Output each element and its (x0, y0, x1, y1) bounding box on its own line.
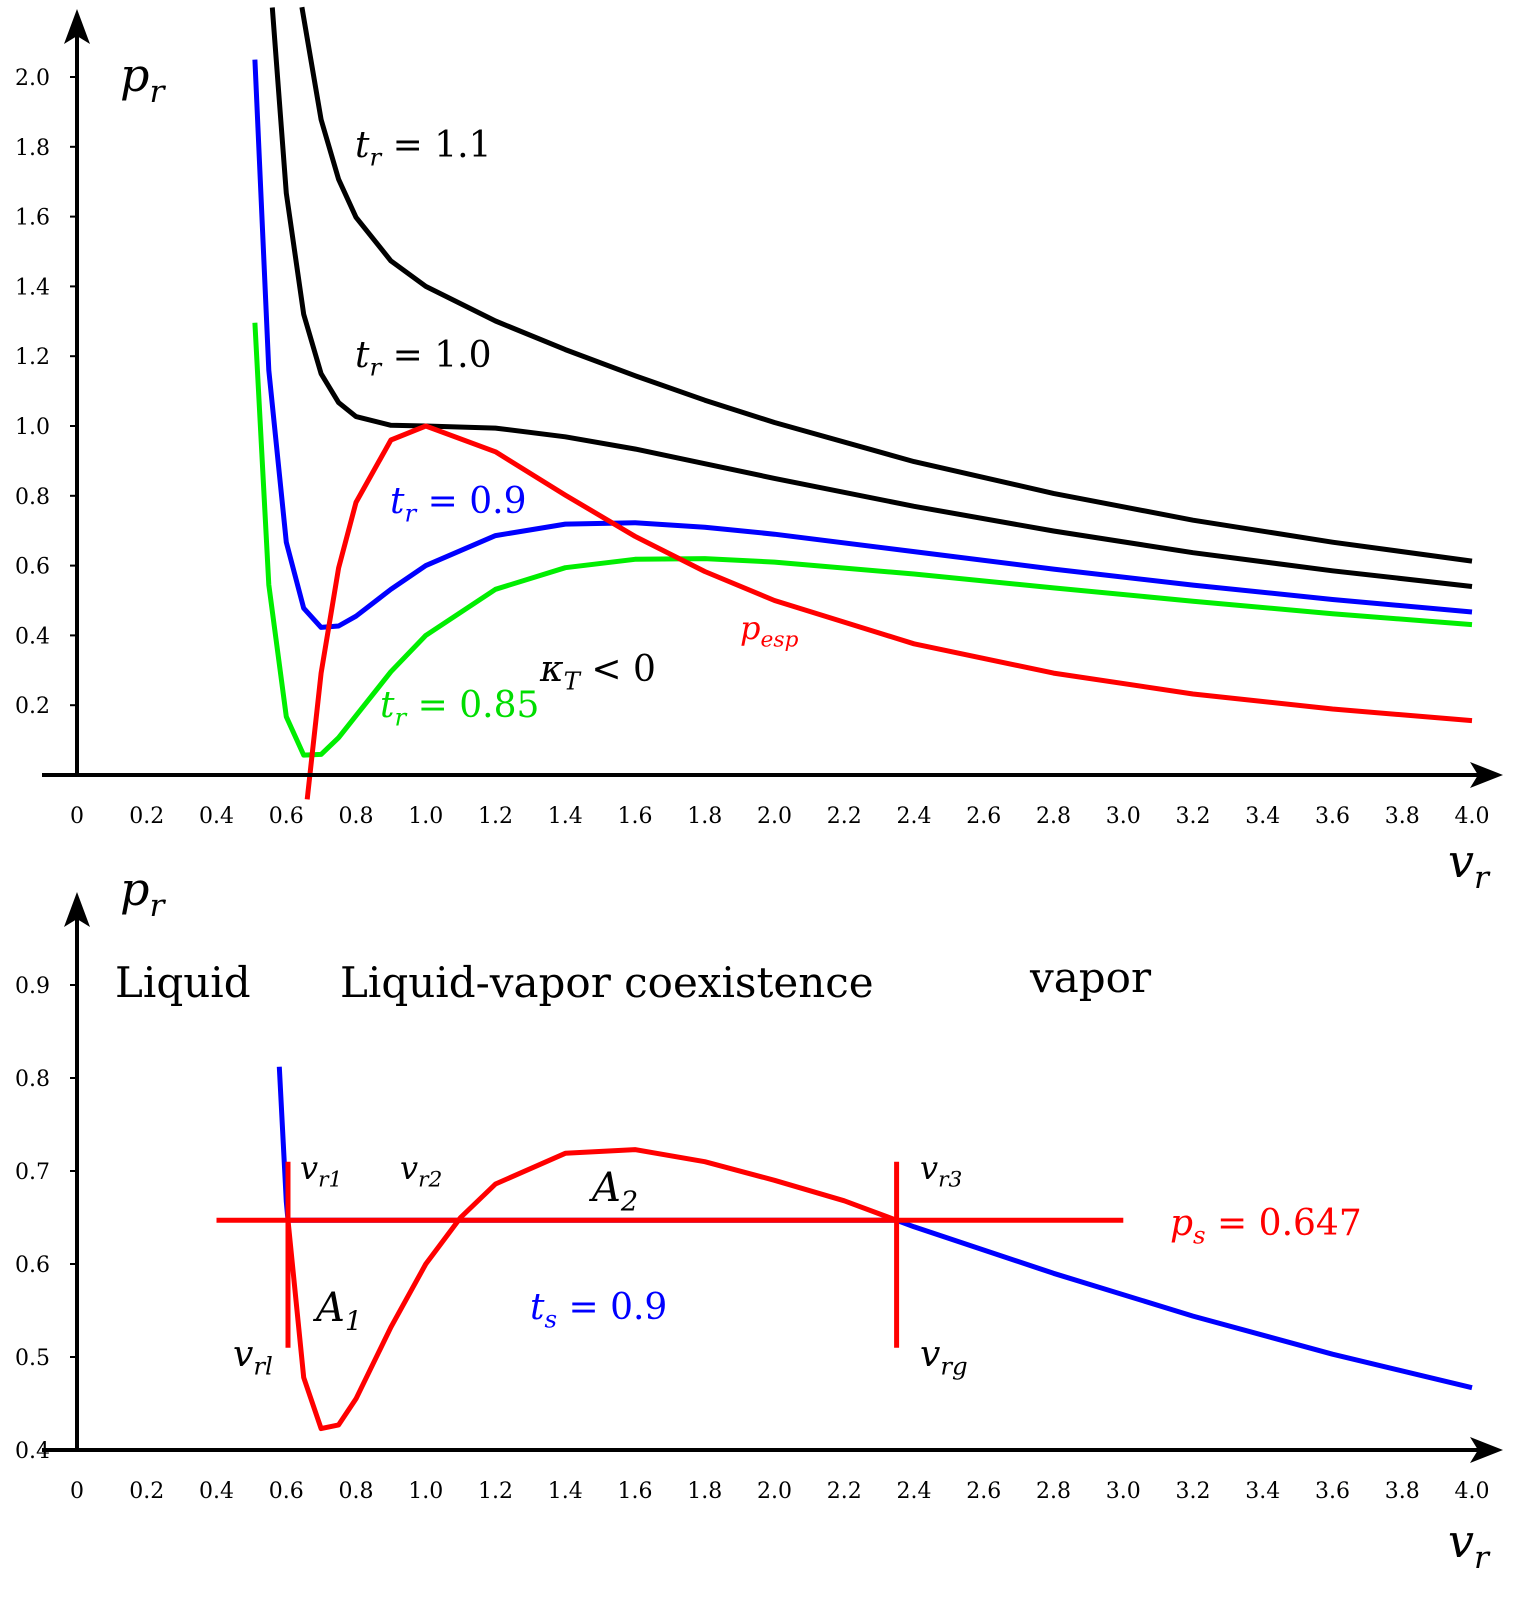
region-liquid: Liquid (115, 958, 251, 1007)
top-y-tick-label: 1.0 (15, 415, 50, 440)
top-x-tick-label: 0.4 (199, 804, 234, 829)
bottom-x-axis-label: vr (1448, 1514, 1489, 1576)
top-y-axis-arrow (64, 9, 90, 44)
label-kappa-negative: κT < 0 (540, 649, 656, 696)
top-x-tick-label: 3.8 (1385, 804, 1420, 829)
label-v-r2: vr2 (400, 1149, 443, 1193)
bottom-x-tick-label: 3.4 (1245, 1479, 1280, 1504)
top-y-tick-label: 0.6 (15, 555, 50, 580)
region-coexistence: Liquid-vapor coexistence (340, 958, 874, 1007)
top-x-tick-label: 4.0 (1455, 804, 1490, 829)
bottom-x-tick-label: 2.6 (966, 1479, 1001, 1504)
label-t-1-0: tr = 1.0 (355, 335, 492, 382)
top-series-2 (252, 59, 1473, 630)
bottom-x-tick-label: 2.0 (757, 1479, 792, 1504)
bottom-x-tick-label: 2.2 (827, 1479, 862, 1504)
top-series-4 (304, 423, 1473, 800)
label-p-esp: pesp (740, 609, 799, 653)
label-area-a2: A2 (592, 1165, 639, 1218)
bottom-x-tick-label: 1.4 (548, 1479, 583, 1504)
bottom-y-tick-label: 0.9 (15, 974, 50, 999)
top-x-tick-label: 3.2 (1176, 804, 1211, 829)
top-y-tick-label: 0.2 (15, 694, 50, 719)
bottom-x-tick-label: 2.4 (897, 1479, 932, 1504)
bottom-x-tick-label: 3.2 (1176, 1479, 1211, 1504)
top-x-tick-label: 2.6 (966, 804, 1001, 829)
bottom-x-tick-label: 1.8 (687, 1479, 722, 1504)
top-y-tick-label: 2.0 (15, 66, 50, 91)
label-t-0-85: tr = 0.85 (380, 685, 540, 732)
top-x-axis-label: vr (1448, 834, 1489, 896)
bottom-x-tick-label: 0.2 (129, 1479, 164, 1504)
top-y-tick-label: 1.6 (15, 206, 50, 231)
bottom-y-tick-label: 0.7 (15, 1160, 50, 1185)
top-y-tick-label: 1.2 (15, 345, 50, 370)
top-x-tick-label: 3.6 (1315, 804, 1350, 829)
top-x-tick-label: 1.2 (478, 804, 513, 829)
top-x-tick-label: 3.4 (1245, 804, 1280, 829)
top-x-tick-label: 3.0 (1106, 804, 1141, 829)
top-y-tick-label: 1.4 (15, 275, 50, 300)
label-v-r3: vr3 (920, 1149, 963, 1193)
bottom-y-axis-label: pr (120, 862, 165, 924)
bottom-x-tick-label: 0.4 (199, 1479, 234, 1504)
top-x-tick-label: 1.0 (408, 804, 443, 829)
bottom-series-1 (285, 1147, 898, 1432)
bottom-x-tick-label: 2.8 (1036, 1479, 1071, 1504)
bottom-x-tick-label: 0.6 (269, 1479, 304, 1504)
top-x-tick-label: 0.8 (339, 804, 374, 829)
label-t-0-9: tr = 0.9 (390, 481, 527, 528)
region-vapor: vapor (1030, 953, 1152, 1002)
top-x-tick-label: 0.2 (129, 804, 164, 829)
top-y-tick-label: 0.4 (15, 624, 50, 649)
bottom-x-tick-label: 1.0 (408, 1479, 443, 1504)
top-x-tick-label: 2.4 (897, 804, 932, 829)
bottom-x-tick-label: 3.8 (1385, 1479, 1420, 1504)
label-area-a1: A1 (316, 1285, 363, 1338)
bottom-x-tick-label: 0.8 (339, 1479, 374, 1504)
top-x-tick-label: 1.8 (687, 804, 722, 829)
top-x-tick-label: 0.6 (269, 804, 304, 829)
top-series-0 (299, 6, 1473, 564)
label-v-rl: vrl (233, 1334, 273, 1381)
top-x-tick-label: 1.6 (618, 804, 653, 829)
top-y-tick-label: 1.8 (15, 136, 50, 161)
bottom-x-tick-label: 4.0 (1455, 1479, 1490, 1504)
bottom-y-tick-label: 0.8 (15, 1067, 50, 1092)
bottom-x-tick-label: 1.6 (618, 1479, 653, 1504)
top-series-1 (269, 7, 1473, 589)
top-x-axis-arrow (1470, 762, 1503, 788)
top-x-tick-label: 0 (70, 804, 84, 829)
bottom-x-tick-label: 3.6 (1315, 1479, 1350, 1504)
top-series-3 (252, 322, 1473, 758)
label-t-1-1: tr = 1.1 (355, 125, 492, 172)
bottom-x-tick-label: 1.2 (478, 1479, 513, 1504)
bottom-x-tick-label: 3.0 (1106, 1479, 1141, 1504)
label-v-rg: vrg (920, 1334, 968, 1381)
label-v-r1: vr1 (300, 1149, 343, 1193)
bottom-y-tick-label: 0.5 (15, 1346, 50, 1371)
bottom-x-axis-arrow (1470, 1437, 1503, 1463)
top-y-axis-label: pr (120, 48, 165, 110)
top-x-tick-label: 2.0 (757, 804, 792, 829)
bottom-y-tick-label: 0.4 (15, 1439, 50, 1464)
top-x-tick-label: 2.2 (827, 804, 862, 829)
top-x-tick-label: 2.8 (1036, 804, 1071, 829)
top-x-tick-label: 1.4 (548, 804, 583, 829)
label-t-s: ts = 0.9 (530, 1287, 668, 1334)
bottom-x-tick-label: 0 (70, 1479, 84, 1504)
top-y-tick-label: 0.8 (15, 485, 50, 510)
bottom-y-axis-arrow (64, 892, 90, 927)
bottom-y-tick-label: 0.6 (15, 1253, 50, 1278)
label-p-s: ps = 0.647 (1170, 1203, 1362, 1250)
